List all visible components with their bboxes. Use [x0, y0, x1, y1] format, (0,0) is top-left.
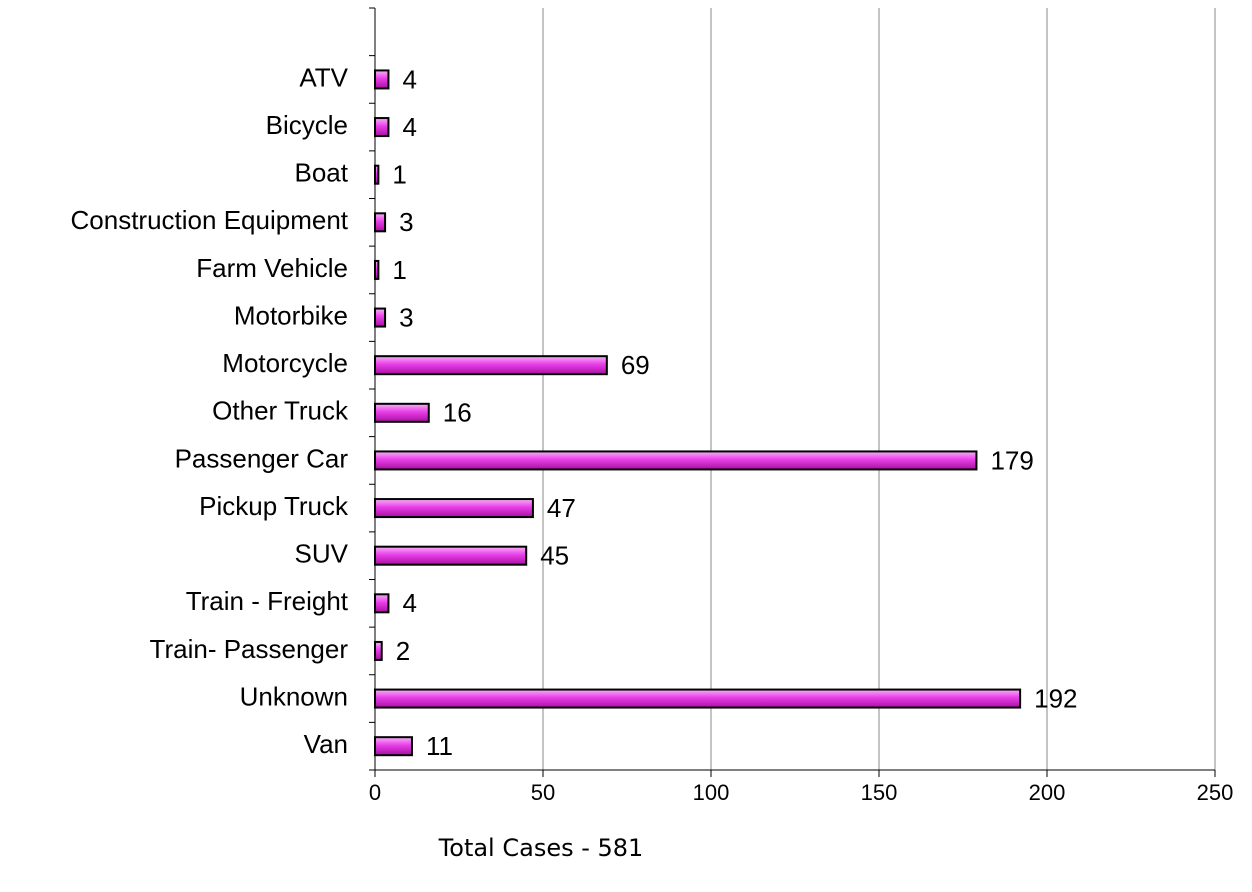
- bar: [374, 164, 380, 185]
- x-axis-label: Total Cases - 581: [438, 834, 644, 862]
- bar: [374, 355, 608, 376]
- bar: [374, 640, 383, 661]
- x-tick-label: 100: [693, 780, 730, 805]
- value-label: 16: [443, 398, 472, 428]
- bar: [374, 736, 413, 757]
- bar: [374, 117, 390, 138]
- x-tick-label: 0: [369, 780, 381, 805]
- value-label: 47: [547, 493, 576, 523]
- bar: [374, 593, 390, 614]
- x-tick-label: 150: [861, 780, 898, 805]
- value-label: 179: [990, 445, 1033, 475]
- y-tick-label: Pickup Truck: [199, 491, 349, 521]
- value-label: 4: [402, 112, 416, 142]
- y-tick-label: Train- Passenger: [150, 634, 349, 664]
- value-label: 4: [402, 588, 416, 618]
- value-label: 3: [399, 207, 413, 237]
- bar: [374, 498, 534, 519]
- bar: [374, 402, 430, 423]
- value-label: 2: [396, 636, 410, 666]
- y-tick-label: Construction Equipment: [71, 205, 349, 235]
- value-label: 45: [540, 541, 569, 571]
- value-label: 1: [392, 160, 406, 190]
- bar: [374, 545, 528, 566]
- y-tick-label: Bicycle: [266, 110, 348, 140]
- value-label: 69: [621, 350, 650, 380]
- bar: [374, 259, 380, 280]
- value-label: 3: [399, 302, 413, 332]
- y-tick-label: SUV: [295, 539, 349, 569]
- y-tick-label: Motorcycle: [222, 348, 348, 378]
- value-label: 192: [1034, 683, 1077, 713]
- bar: [374, 69, 390, 90]
- y-tick-label: Unknown: [240, 681, 348, 711]
- y-tick-label: Van: [304, 729, 348, 759]
- bar: [374, 450, 978, 471]
- x-tick-label: 50: [531, 780, 555, 805]
- x-tick-label: 250: [1197, 780, 1234, 805]
- y-tick-label: Boat: [295, 158, 349, 188]
- y-tick-label: Train - Freight: [186, 586, 349, 616]
- value-label: 11: [426, 731, 453, 761]
- y-tick-label: Motorbike: [234, 300, 348, 330]
- y-tick-label: ATV: [299, 62, 348, 92]
- x-tick-label: 200: [1029, 780, 1066, 805]
- value-label: 4: [402, 64, 416, 94]
- bar: [374, 307, 387, 328]
- y-tick-label: Passenger Car: [175, 443, 349, 473]
- y-tick-label: Other Truck: [212, 396, 349, 426]
- y-tick-label: Farm Vehicle: [196, 253, 348, 283]
- bar: [374, 688, 1022, 709]
- bar: [374, 212, 387, 233]
- value-label: 1: [392, 255, 406, 285]
